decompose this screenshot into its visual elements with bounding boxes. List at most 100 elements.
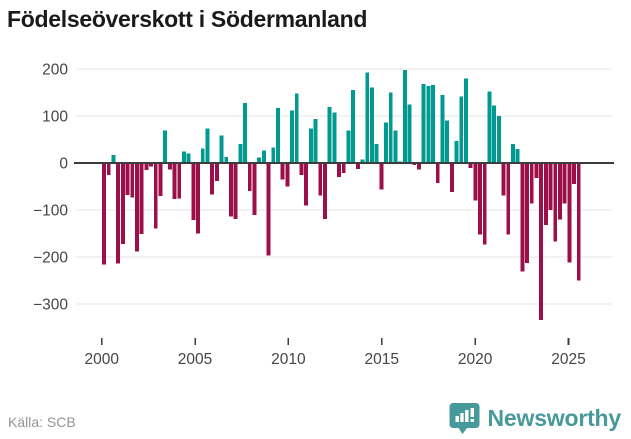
bar: 2004 Q3: 20: [186, 153, 191, 163]
bar: 2006 Q4: -114: [228, 163, 233, 217]
bar: 2018 Q4: 47: [454, 140, 459, 163]
bar: 2002 Q4: -139: [153, 163, 158, 229]
chart-title: Födelseöverskott i Södermanland: [7, 6, 368, 32]
bar: 2017 Q4: -42: [435, 163, 440, 183]
x-axis-label: 2000: [84, 351, 119, 368]
bar: 2002 Q1: -151: [139, 163, 144, 235]
bar: 2011 Q2: 93: [313, 119, 318, 163]
bar: 2024 Q1: -167: [553, 163, 558, 242]
bar: 2017 Q3: 166: [431, 84, 435, 163]
bar: 2005 Q4: -67: [210, 163, 215, 195]
bar: 2004 Q1: -75: [177, 163, 182, 199]
bar: 2007 Q4: -60: [247, 163, 252, 192]
bar: 2023 Q4: -100: [548, 163, 553, 211]
bar: 2022 Q4: -86: [529, 163, 534, 204]
bar: 2014 Q1: 192: [365, 72, 370, 163]
bar: 2019 Q2: 179: [463, 78, 468, 163]
bar: 2014 Q2: 160: [369, 87, 374, 163]
newsworthy-logo: Newsworthy: [449, 402, 621, 435]
bar: 2011 Q1: 73: [308, 128, 313, 163]
source-label: Källa: SCB: [8, 414, 76, 430]
y-axis-label: −100: [33, 203, 68, 220]
bar: 2015 Q1: 86: [384, 122, 388, 163]
bar: 2022 Q3: -212: [525, 163, 529, 263]
bar: 2005 Q1: -150: [196, 163, 200, 234]
bar: 2013 Q1: 69: [346, 130, 351, 163]
bar: 2012 Q2: 107: [332, 112, 337, 163]
bar: 2002 Q3: -7: [149, 163, 153, 167]
bar: 2023 Q3: -132: [543, 163, 548, 226]
bar: 2000 Q1: -216: [102, 163, 106, 265]
bar: 2008 Q3: 27: [261, 150, 266, 163]
bar: 2010 Q2: 148: [294, 93, 299, 163]
bar: 2015 Q2: 150: [388, 92, 393, 163]
bar: 2006 Q3: 13: [224, 156, 229, 163]
bar: 2023 Q2: -334: [539, 163, 544, 321]
x-axis-label: 2010: [271, 351, 306, 368]
bar: 2012 Q1: 119: [327, 106, 332, 163]
x-axis-label: 2025: [551, 351, 585, 368]
bar: 2012 Q3: -30: [337, 163, 341, 178]
bar: 2020 Q3: 152: [487, 91, 492, 163]
bar: 2010 Q1: 112: [290, 110, 294, 163]
bar: 2024 Q4: -211: [567, 163, 572, 263]
x-axis-label: 2020: [458, 351, 493, 368]
bar: 2006 Q2: 58: [219, 135, 224, 163]
bar: 2003 Q2: 69: [163, 130, 168, 163]
bar: 2007 Q1: -119: [233, 163, 238, 220]
bar: 2021 Q4: 40: [510, 144, 515, 163]
x-axis-label: 2015: [365, 351, 399, 368]
bar: 2019 Q3: -11: [468, 163, 473, 169]
bar: 2004 Q4: -121: [191, 163, 196, 220]
bar: 2008 Q1: -110: [252, 163, 257, 215]
bar: 2013 Q3: -13: [355, 163, 360, 170]
bar: 2000 Q2: -26: [106, 163, 111, 176]
bar: 2002 Q2: -15: [144, 163, 149, 171]
y-axis-label: −300: [33, 297, 68, 314]
bar: 2003 Q1: -70: [158, 163, 163, 196]
bar: 2015 Q3: 69: [393, 130, 398, 163]
bar: 2025 Q2: -250: [576, 163, 581, 281]
bar: 2014 Q3: 40: [374, 144, 379, 163]
y-axis-label: 200: [42, 61, 68, 78]
bar: 2011 Q4: -119: [322, 163, 327, 220]
bar: 2008 Q4: -197: [266, 163, 271, 256]
bar: 2010 Q3: -25: [299, 163, 304, 175]
newsworthy-logo-text: Newsworthy: [487, 405, 622, 431]
bar: 2017 Q1: 168: [421, 83, 426, 163]
bar: 2006 Q1: -38: [214, 163, 219, 181]
bar: 2022 Q1: 30: [515, 148, 520, 163]
bar: 2011 Q3: -69: [318, 163, 323, 196]
y-axis-label: 100: [42, 108, 68, 125]
bar: 2018 Q3: -62: [449, 163, 454, 193]
newsworthy-bubble-chart-icon: [449, 402, 480, 435]
bar: 2019 Q1: 141: [459, 96, 464, 163]
bar: 2017 Q2: 164: [426, 85, 431, 163]
bar: 2018 Q2: 90: [445, 120, 450, 163]
bar: 2021 Q2: -69: [501, 163, 506, 196]
bar: 2020 Q2: -173: [482, 163, 487, 245]
bar: 2009 Q2: 117: [275, 107, 280, 163]
bar: 2020 Q1: -152: [478, 163, 482, 235]
bar: 2005 Q2: 31: [200, 148, 205, 163]
bar: 2000 Q4: -213: [116, 163, 121, 264]
bar: 2024 Q3: -86: [562, 163, 567, 204]
bar: 2010 Q4: -90: [304, 163, 309, 206]
x-axis-label: 2005: [178, 351, 212, 368]
bar: 2003 Q4: -77: [172, 163, 177, 200]
bar: 2021 Q1: 100: [496, 115, 501, 163]
bar: 2000 Q3: 17: [111, 155, 116, 163]
bar: 2003 Q3: -14: [167, 163, 172, 170]
bar: 2020 Q4: 122: [492, 105, 497, 163]
bar: 2016 Q4: -14: [416, 163, 421, 170]
bar: 2023 Q1: -32: [534, 163, 539, 179]
bar: 2016 Q1: 198: [402, 69, 407, 163]
bar: 2021 Q3: -152: [506, 163, 511, 235]
bar: 2016 Q2: 124: [407, 104, 412, 163]
bar: 2024 Q2: -120: [557, 163, 562, 220]
bar: 2007 Q3: 127: [243, 103, 247, 163]
